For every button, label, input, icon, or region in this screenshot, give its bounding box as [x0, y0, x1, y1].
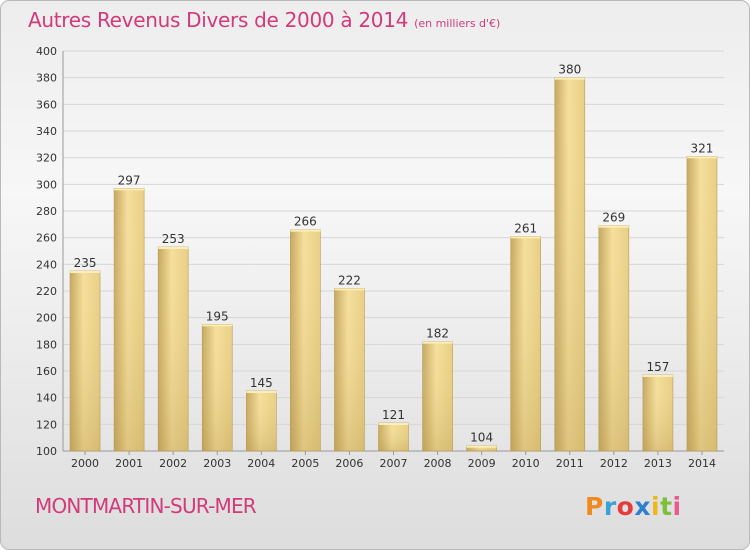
x-tick-label: 2010	[512, 457, 540, 470]
y-tick-label: 180	[36, 338, 57, 351]
data-label: 195	[206, 309, 229, 323]
x-axis: 2000 2001 2002 2003 2004 2005 2006 2007 2008 2009…	[71, 451, 716, 470]
data-label: 269	[602, 211, 625, 225]
y-tick-label: 240	[36, 258, 57, 271]
bar-shade	[422, 341, 453, 451]
x-tick-label: 2000	[71, 457, 99, 470]
y-tick-label: 160	[36, 365, 57, 378]
y-axis: 100 120 140 160 180 200 220 240 260 280 300 320 340 3…	[36, 45, 724, 458]
data-label: 253	[162, 232, 185, 246]
x-tick-label: 2007	[380, 457, 408, 470]
data-label: 145	[250, 376, 273, 390]
x-tick-label: 2003	[203, 457, 231, 470]
x-tick-label: 2013	[644, 457, 672, 470]
bar-shade	[70, 271, 101, 451]
data-labels: 235 297 253 195 145 266 222 121 182 104 261 380 269 1…	[74, 63, 714, 445]
data-label: 182	[426, 327, 449, 341]
bar-shade	[378, 423, 409, 451]
title-text: Autres Revenus Divers de 2000 à 2014	[28, 8, 409, 32]
y-tick-label: 300	[36, 178, 57, 191]
x-tick-label: 2011	[556, 457, 584, 470]
bar-top	[70, 271, 101, 273]
data-label: 235	[74, 256, 97, 270]
bar-shade	[158, 247, 189, 451]
place-name: MONTMARTIN-SUR-MER	[35, 494, 257, 518]
bar-shade	[686, 156, 717, 452]
bar-top	[642, 375, 673, 377]
data-label: 157	[646, 360, 669, 374]
data-label: 121	[382, 408, 405, 422]
bar-top	[466, 445, 497, 448]
bar-shade	[466, 445, 497, 451]
x-tick-label: 2001	[115, 457, 143, 470]
bar-shade	[290, 229, 321, 451]
x-tick-label: 2008	[424, 457, 452, 470]
x-tick-label: 2004	[247, 457, 275, 470]
bar-shade	[598, 225, 629, 451]
y-tick-label: 120	[36, 418, 57, 431]
bar-top	[378, 423, 409, 425]
y-tick-label: 220	[36, 285, 57, 298]
bar-shade	[510, 236, 541, 451]
y-tick-label: 380	[36, 72, 57, 85]
bar-top	[246, 391, 277, 393]
y-tick-label: 400	[36, 45, 57, 58]
proxiti-logo: Proxiti	[585, 492, 682, 521]
data-label: 297	[118, 173, 141, 187]
bar-shade	[114, 188, 145, 452]
y-tick-label: 360	[36, 98, 57, 111]
data-label: 266	[294, 215, 317, 229]
bar-shade	[202, 324, 233, 451]
bar-top	[554, 77, 585, 80]
y-tick-label: 260	[36, 232, 57, 245]
x-tick-label: 2006	[335, 457, 363, 470]
bar-top	[334, 288, 365, 291]
y-tick-label: 100	[36, 445, 57, 458]
y-tick-label: 340	[36, 125, 57, 138]
bars	[69, 77, 718, 452]
bar-shade	[554, 77, 585, 452]
data-label: 261	[514, 221, 537, 235]
y-tick-label: 320	[36, 152, 57, 165]
x-tick-label: 2014	[688, 457, 716, 470]
bar-top	[114, 188, 145, 191]
y-tick-label: 200	[36, 312, 57, 325]
data-label: 222	[338, 273, 361, 287]
x-tick-label: 2009	[468, 457, 496, 470]
data-label: 104	[470, 431, 493, 445]
bar-top	[510, 236, 541, 239]
chart-title: Autres Revenus Divers de 2000 à 2014 (en …	[28, 8, 500, 32]
data-label: 321	[691, 141, 714, 155]
bar-shade	[246, 391, 277, 451]
unit-text: (en milliers d'€)	[414, 17, 501, 30]
x-tick-label: 2002	[159, 457, 187, 470]
bar-top	[686, 156, 717, 159]
bar-shade	[334, 288, 365, 451]
y-tick-label: 280	[36, 205, 57, 218]
bar-top	[290, 229, 321, 232]
svg-text:Proxiti: Proxiti	[585, 492, 682, 521]
y-tick-label: 140	[36, 392, 57, 405]
bar-top	[598, 225, 629, 228]
x-tick-label: 2005	[291, 457, 319, 470]
data-label: 380	[558, 63, 581, 77]
bar-top	[422, 341, 453, 344]
bar-top	[202, 324, 233, 327]
x-tick-label: 2012	[600, 457, 628, 470]
bar-top	[158, 247, 189, 249]
bar-shade	[642, 375, 673, 451]
